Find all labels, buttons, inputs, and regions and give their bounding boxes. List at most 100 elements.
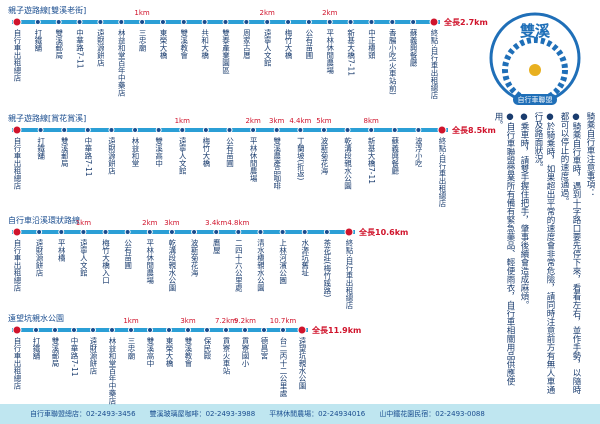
km-marker: 2km [245,117,261,125]
stop-dot [124,229,131,235]
stop-dot [180,19,187,25]
km-marker: 1km [134,9,150,17]
stop-dot [166,327,172,333]
stop-label: 水源坑舊址 [300,239,309,277]
stop-dot [242,327,248,333]
stop-dot [201,19,208,25]
stop-label: 遠財源餅店 [89,337,97,375]
route-title: 遠望坑親水公園 [8,314,64,323]
note-text: ●自行車聯盟營業所有備有緊急藥品、輕便雨衣，自行車相關用品供應使用。 [493,112,515,386]
stop-label: 公有苗圃 [123,239,132,269]
stop-label: 東榮大橋 [158,29,167,59]
stop-label: 香腸小吃(火車站前) [388,29,397,95]
stop-label: 波浮小吃 [414,137,423,167]
note-text: ●於騎乘時，如果超出平常的速度會非常危險，請同時注意前方有無人車通行及路面狀況。 [533,112,555,394]
stop-label: 林益和堂百年中藥店 [117,29,126,97]
note-text: ●騎乘自行車時，遇到十字路口要先停下來，看看左右，並作手勢，以隨時都可以停止的速… [559,112,581,394]
stop-label: 乾溝段親水公園 [343,137,352,190]
stop-dot [297,325,307,335]
stop-dot [250,127,257,133]
route-title: 自行車沿溪環狀路線 [8,216,80,225]
stop-dot [132,127,139,133]
km-marker: 9.2km [233,317,257,325]
stop-label: 平林休閒農場 [145,239,154,284]
stop-dot [90,327,96,333]
stop-label: 新基大橋7-11 [346,29,355,77]
stop-dot [109,327,115,333]
stop-label: 雙溪高中 [146,337,154,367]
stop-label: 台二丙十二公里處 [279,337,287,397]
stop-label: 三忠廟 [138,29,147,52]
route-total: 全長10.6km [359,228,409,237]
stop-dot [61,127,68,133]
km-marker: 2km [142,219,158,227]
stop-label: 雙泰產業園區 [221,29,230,74]
notes: 騎乘自行車注意事項： ●騎乘自行車時，遇到十字路口要先停下來，看看左右，並作手勢，… [472,112,596,397]
stop-dot [279,229,286,235]
stop-label: 三忠廟 [127,337,135,360]
route-title: 親子遊路線[賞花賞溪] [8,114,87,123]
km-marker: 3km [164,219,180,227]
stop-dot [97,19,104,25]
km-marker: 8km [363,117,379,125]
km-marker: 10.7km [269,317,297,325]
stop-label: 公有苗圃 [304,29,313,59]
km-marker: 2km [259,9,275,17]
stop-dot [410,19,417,25]
stop-label: 遠寧人文館 [178,137,187,175]
km-marker: 3.4km [205,219,228,227]
stop-label: 雙溪教會 [179,29,188,59]
route-total: 全長8.5km [452,126,496,135]
stop-label: 平林橋 [57,239,66,262]
stop-dot [389,19,396,25]
stop-dot [297,127,304,133]
stop-dot [305,19,312,25]
footer-contact: 平林休閒農場：02-24934016 [269,410,366,418]
stop-dot [191,229,198,235]
stop-label: 終點:自行車出租總店 [430,29,438,100]
stop-label: 打鐵舖 [32,337,40,360]
stop-dot [285,19,292,25]
stop-dot [344,227,354,237]
stop-dot [139,19,146,25]
stop-dot [204,327,210,333]
stop-dot [118,19,125,25]
stop-label: 終點:自行車出租總店 [438,137,446,208]
stop-label: 平林休閒農場 [325,29,334,74]
stop-label: 蘇義興餐廳 [409,29,418,67]
stop-dot [102,229,109,235]
stop-dot [368,127,375,133]
km-marker: 5km [316,117,332,125]
stop-label: 乾溝段親水公園 [167,239,176,292]
stop-label: 中華路7-11 [83,137,92,177]
km-marker: 4.4km [289,117,312,125]
stop-dot [76,19,83,25]
stop-label: 周家古厝 [242,29,251,59]
stop-dot [108,127,115,133]
stop-dot [280,327,286,333]
km-marker: 1km [123,317,139,325]
stop-label: 雙溪農產品咖啡 [272,137,281,190]
stop-label: 林益和堂百年中藥店 [108,337,116,405]
stop-label: 遠財源餅店 [107,137,116,175]
stop-label: 雙溪郵局 [60,137,69,167]
stop-label: 雙溪郵局 [51,337,59,367]
stop-label: 自行車出租總店 [13,337,21,390]
stop-dot [437,125,447,135]
stop-dot [273,127,280,133]
stop-dot [80,229,87,235]
stop-label: 鷹屋 [212,239,221,254]
stop-dot [12,17,22,27]
stop-dot [264,19,271,25]
km-marker: 2km [322,9,338,17]
km-marker: 7.2km [214,317,238,325]
stop-dot [223,327,229,333]
stop-label: 貢寮火車站 [222,337,230,375]
stop-label: 蘇義興餐廳 [390,137,399,175]
stop-label: 東榮大橋 [165,337,173,367]
stop-label: 梅竹大橋 [201,137,210,167]
stop-label: 平林休閒農場 [249,137,258,182]
stop-label: 共和大橋 [200,29,209,59]
